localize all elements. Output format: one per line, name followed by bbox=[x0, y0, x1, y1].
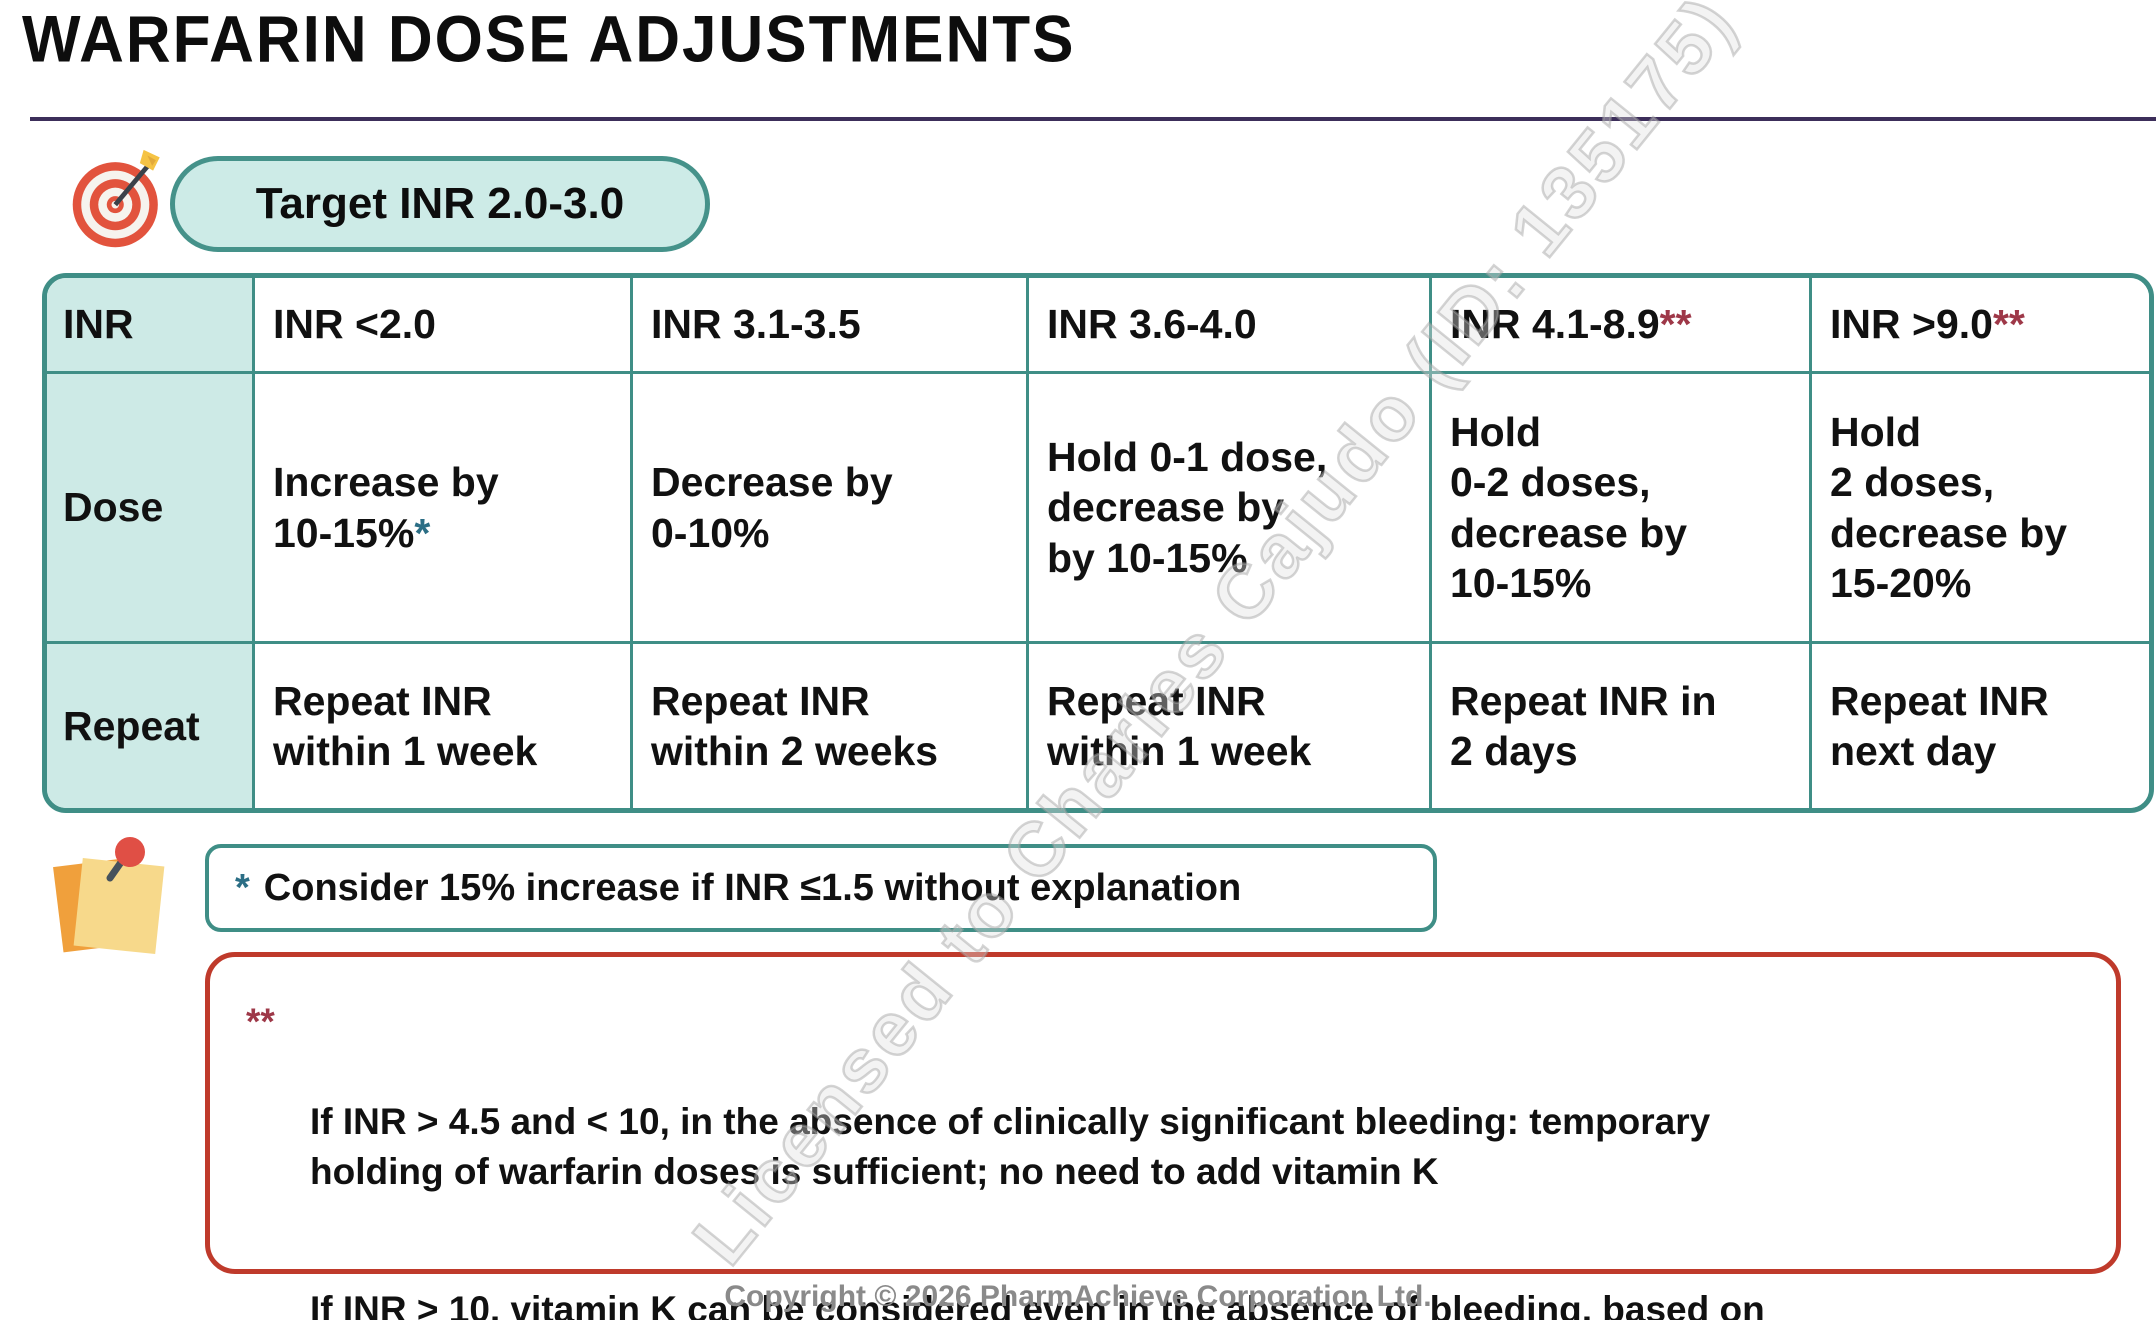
table-row-label-repeat: Repeat bbox=[47, 644, 255, 808]
inr-dose-table: INR INR <2.0 INR 3.1-3.5 INR 3.6-4.0 INR… bbox=[42, 273, 2154, 813]
double-asterisk-warning-box: ** If INR > 4.5 and < 10, in the absence… bbox=[205, 952, 2121, 1320]
table-row-label-dose: Dose bbox=[47, 374, 255, 644]
table-repeat-cell: Repeat INR within 2 weeks bbox=[633, 644, 1029, 808]
asterisk-marker: ** bbox=[1659, 301, 1692, 348]
table-header-cell: INR 3.1-3.5 bbox=[633, 278, 1029, 374]
target-inr-label: Target INR 2.0-3.0 bbox=[255, 179, 625, 228]
warning-paragraph-2: If INR > 10, vitamin K can be considered… bbox=[310, 1288, 1765, 1320]
asterisk-marker: ** bbox=[1992, 301, 2025, 348]
single-asterisk-note: * Consider 15% increase if INR ≤1.5 with… bbox=[205, 844, 1437, 932]
table-repeat-cell: Repeat INR in 2 days bbox=[1432, 644, 1812, 808]
table-repeat-cell: Repeat INR within 1 week bbox=[255, 644, 633, 808]
copyright-line: Copyright © 2026 PharmAchieve Corporatio… bbox=[724, 1280, 1432, 1313]
table-repeat-cell: Repeat INR within 1 week bbox=[1029, 644, 1432, 808]
page-title: WARFARIN DOSE ADJUSTMENTS bbox=[22, 3, 1076, 77]
table-row-label-inr: INR bbox=[47, 278, 255, 374]
asterisk-marker: ** bbox=[246, 1001, 275, 1042]
sticky-note-icon bbox=[53, 837, 165, 955]
asterisk-marker: * bbox=[235, 866, 250, 909]
table-dose-cell: Hold 2 doses, decrease by 15-20% bbox=[1812, 374, 2149, 644]
table-header-cell: INR >9.0 ** bbox=[1812, 278, 2149, 374]
table-header-cell: INR 3.6-4.0 bbox=[1029, 278, 1432, 374]
table-header-cell: INR <2.0 bbox=[255, 278, 633, 374]
asterisk-marker: * bbox=[414, 509, 431, 556]
warning-paragraph-1: ** If INR > 4.5 and < 10, in the absence… bbox=[246, 997, 2080, 1197]
table-dose-cell: Hold 0-2 doses, decrease by 10-15% bbox=[1432, 374, 1812, 644]
table-dose-cell: Hold 0-1 dose, decrease by by 10-15% bbox=[1029, 374, 1432, 644]
note-text: Consider 15% increase if INR ≤1.5 withou… bbox=[263, 866, 1242, 909]
target-icon bbox=[72, 149, 160, 248]
table-dose-cell: Decrease by 0-10% bbox=[633, 374, 1029, 644]
table-dose-cell: Increase by 10-15%* bbox=[255, 374, 633, 644]
title-divider bbox=[30, 117, 2156, 121]
table-repeat-cell: Repeat INR next day bbox=[1812, 644, 2149, 808]
target-inr-badge: Target INR 2.0-3.0 bbox=[170, 156, 710, 252]
table-header-cell: INR 4.1-8.9 ** bbox=[1432, 278, 1812, 374]
